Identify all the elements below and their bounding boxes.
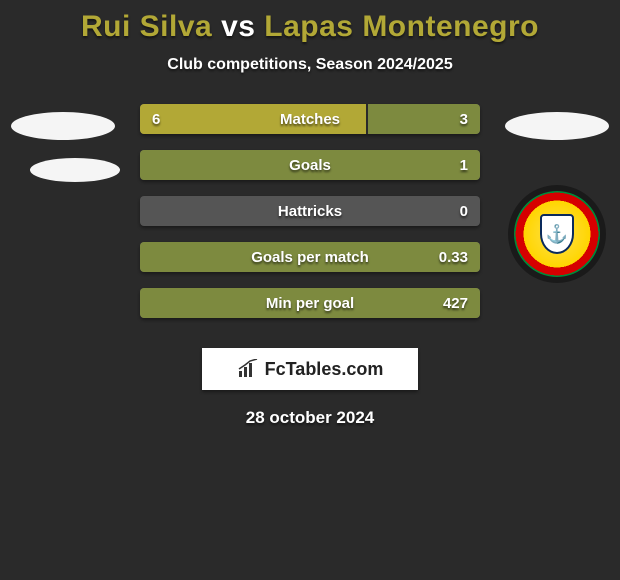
comparison-title: Rui Silva vs Lapas Montenegro: [0, 0, 620, 44]
club-crest: ⚓: [508, 185, 606, 283]
title-vs: vs: [221, 10, 255, 43]
player1-badge-placeholder-1: [11, 112, 115, 140]
brand-text: FcTables.com: [265, 359, 384, 380]
stat-row: 0.33Goals per match: [140, 242, 480, 272]
stat-row: 63Matches: [140, 104, 480, 134]
bar-label: Min per goal: [140, 288, 480, 318]
title-player1: Rui Silva: [81, 10, 212, 43]
comparison-chart: ⚓ 63Matches 1Goals 0Hattricks 0.33Goals per…: [0, 104, 620, 334]
anchor-icon: ⚓: [546, 224, 568, 245]
brand-badge: FcTables.com: [202, 348, 418, 390]
stat-bars: 63Matches 1Goals 0Hattricks 0.33Goals per m…: [140, 104, 480, 334]
club-crest-shield: ⚓: [540, 214, 574, 254]
right-badge-column: ⚓: [502, 104, 612, 283]
club-crest-inner: ⚓: [514, 191, 600, 277]
player1-badge-placeholder-2: [30, 158, 120, 182]
bar-label: Goals: [140, 150, 480, 180]
stat-row: 427Min per goal: [140, 288, 480, 318]
footer-date: 28 october 2024: [0, 408, 620, 428]
bar-label: Hattricks: [140, 196, 480, 226]
bar-label: Goals per match: [140, 242, 480, 272]
stat-row: 1Goals: [140, 150, 480, 180]
subtitle: Club competitions, Season 2024/2025: [0, 56, 620, 74]
player2-badge-placeholder: [505, 112, 609, 140]
title-player2: Lapas Montenegro: [264, 10, 539, 43]
left-badge-column: [8, 104, 118, 200]
bar-label: Matches: [140, 104, 480, 134]
chart-icon: [237, 359, 259, 379]
stat-row: 0Hattricks: [140, 196, 480, 226]
